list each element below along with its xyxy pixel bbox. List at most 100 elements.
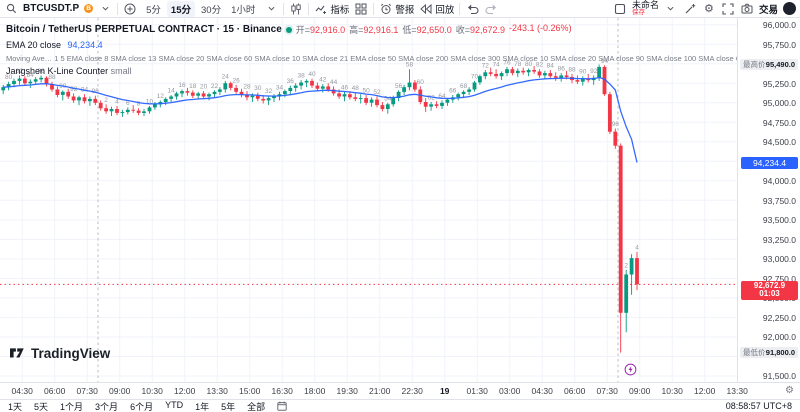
svg-text:4: 4 (115, 98, 119, 105)
time-tick: 06:00 (44, 386, 66, 396)
quick-action-wand-icon[interactable] (683, 2, 697, 16)
symbol-title: Bitcoin / TetherUS PERPETUAL CONTRACT · … (6, 24, 282, 35)
market-open-dot-icon (285, 26, 292, 33)
svg-text:76: 76 (503, 59, 511, 66)
time-tick: 04:30 (531, 386, 553, 396)
range-1天[interactable]: 1天 (8, 401, 23, 412)
svg-text:58: 58 (406, 62, 414, 69)
range-1年[interactable]: 1年 (195, 401, 210, 412)
range-全部[interactable]: 全部 (247, 401, 266, 412)
current-price-badge: 92,672.9 01:03 (741, 280, 798, 300)
snapshot-camera-icon[interactable] (740, 2, 754, 16)
alert-button[interactable]: 警报 (379, 2, 414, 16)
economic-event-lightning-icon[interactable] (624, 363, 637, 376)
alert-label: 警报 (395, 4, 415, 16)
range-3个月[interactable]: 3个月 (95, 401, 119, 412)
chart-canvas[interactable]: 80 82 84 86 88 90 92 94 96 2 4 6 8 10 12 14 16 18 20 22 24 26… (0, 18, 753, 382)
range-5年[interactable]: 5年 (221, 401, 236, 412)
svg-text:34: 34 (276, 84, 284, 91)
svg-text:2: 2 (624, 262, 628, 269)
svg-text:60: 60 (417, 79, 425, 86)
indicators-label: 指标 (330, 4, 350, 16)
interval-5分[interactable]: 5分 (146, 4, 161, 16)
svg-text:88: 88 (48, 74, 56, 81)
counter-name: Jangshen K-Line Counter (6, 66, 109, 76)
save-layout-label[interactable]: 保存 (631, 8, 645, 16)
undo-icon[interactable] (465, 2, 479, 16)
toolbar-divider (283, 2, 285, 15)
redo-icon[interactable] (484, 2, 498, 16)
price-tick: 95,000.0 (762, 98, 796, 109)
ohlc-values: 开=92,916.0 高=92,916.1 低=92,650.0 收=92,67… (295, 23, 572, 35)
time-tick: 09:00 (109, 386, 131, 396)
time-tick: 07:30 (596, 386, 618, 396)
svg-text:84: 84 (27, 72, 35, 79)
compare-add-icon[interactable] (123, 2, 137, 16)
range-YTD[interactable]: YTD (165, 399, 184, 410)
price-tick: 92,250.0 (762, 312, 796, 323)
settings-gear-icon[interactable]: ⚙ (704, 3, 714, 15)
range-switcher: 1天 5天 1个月 3个月 6个月 YTD 1年 5年 全部 (8, 400, 265, 412)
price-tick: 94,000.0 (762, 176, 796, 187)
svg-text:66: 66 (449, 88, 457, 95)
time-axis[interactable]: ⚙ 04:30 06:00 07:30 09:00 10:30 12:00 13:30 15:… (0, 382, 800, 399)
time-tick: 12:00 (174, 386, 196, 396)
toolbar-divider (117, 2, 119, 15)
chevron-down-icon[interactable] (664, 2, 678, 16)
calendar-icon[interactable] (277, 401, 287, 411)
symbol-legend-row[interactable]: Bitcoin / TetherUS PERPETUAL CONTRACT · … (6, 23, 572, 36)
price-tick: 93,500.0 (762, 215, 796, 226)
interval-switcher: 5分 15分 30分 1小时 (142, 0, 259, 17)
svg-text:46: 46 (341, 84, 349, 91)
time-tick: 13:30 (726, 386, 748, 396)
price-tick: 95,750.0 (762, 39, 796, 50)
time-tick: 04:30 (11, 386, 33, 396)
change-value: -243.1 (-0.26%) (509, 23, 572, 33)
layout-name-button[interactable]: 未命名 保存 (631, 0, 659, 17)
range-5天[interactable]: 5天 (34, 401, 49, 412)
avatar[interactable] (783, 2, 796, 15)
interval-30分[interactable]: 30分 (201, 4, 222, 16)
svg-text:2: 2 (104, 97, 108, 104)
svg-text:20: 20 (200, 84, 208, 91)
svg-text:40: 40 (308, 71, 316, 78)
layout-select-icon[interactable] (613, 2, 627, 16)
price-tick: 94,750.0 (762, 117, 796, 128)
svg-text:86: 86 (558, 66, 566, 73)
time-tick: 15:00 (239, 386, 261, 396)
low-value: 92,650.0 (416, 25, 452, 35)
chevron-down-icon[interactable] (264, 2, 278, 16)
counter-legend-row[interactable]: Jangshen K-Line Counter small (6, 66, 572, 76)
svg-text:62: 62 (427, 95, 435, 102)
search-icon[interactable] (4, 2, 18, 16)
time-tick: 07:30 (76, 386, 98, 396)
fullscreen-icon[interactable] (721, 2, 735, 16)
ema-name: EMA 20 close (6, 40, 62, 50)
interval-1小时[interactable]: 1小时 (231, 4, 256, 16)
chevron-down-icon[interactable] (98, 2, 112, 16)
range-6个月[interactable]: 6个月 (130, 401, 154, 412)
time-tick: 18:00 (304, 386, 326, 396)
axis-settings-gear-icon[interactable]: ⚙ (785, 385, 794, 396)
svg-text:12: 12 (157, 93, 165, 100)
time-tick: 16:30 (271, 386, 293, 396)
svg-text:82: 82 (536, 62, 544, 69)
price-axis[interactable]: 96,000.0 95,750.0 95,250.0 95,000.0 94,750.0… (737, 18, 800, 382)
ema-legend-row[interactable]: EMA 20 close 94,234.4 (6, 40, 572, 50)
svg-text:16: 16 (178, 82, 186, 89)
clock-timezone[interactable]: 08:58:57 UTC+8 (725, 401, 792, 411)
ema-value: 94,234.4 (67, 40, 103, 50)
range-1个月[interactable]: 1个月 (60, 401, 84, 412)
time-tick: 09:00 (629, 386, 651, 396)
ma-legend-row[interactable]: Moving Ave… 1 5 EMA close 8 SMA close 13… (6, 54, 753, 63)
indicators-button[interactable]: 指标 (314, 2, 349, 16)
chart-style-candles-icon[interactable] (289, 2, 303, 16)
svg-text:72: 72 (482, 63, 490, 70)
trade-button[interactable]: 交易 (758, 4, 778, 16)
symbol-button[interactable]: BTCUSDT.P (23, 3, 80, 14)
svg-text:92: 92 (70, 86, 78, 93)
layouts-grid-icon[interactable] (354, 2, 368, 16)
interval-15分[interactable]: 15分 (166, 0, 195, 17)
replay-button[interactable]: 回放 (419, 2, 454, 16)
svg-text:90: 90 (579, 69, 587, 76)
